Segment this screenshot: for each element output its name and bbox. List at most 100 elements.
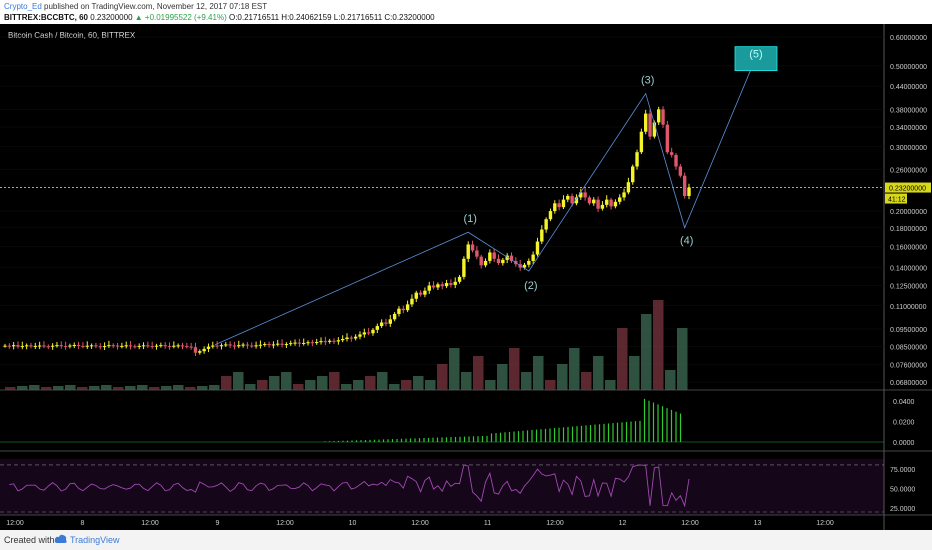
- candle-body: [392, 313, 397, 320]
- time-tick-label: 12:00: [411, 520, 429, 527]
- last-price-text: 0.23200000: [90, 13, 133, 22]
- price-tick-label: 0.16000000: [890, 244, 927, 251]
- volume-bar: [497, 364, 508, 390]
- volume-bar: [533, 356, 544, 390]
- candle-body: [280, 343, 284, 345]
- volume-bar: [5, 387, 16, 390]
- price-tick-label: 0.14000000: [890, 266, 927, 273]
- candle-body: [397, 308, 401, 314]
- candle-body: [488, 252, 492, 261]
- volume-bar: [461, 372, 472, 390]
- candle-body: [349, 337, 354, 339]
- last-price-tag: [885, 182, 931, 193]
- volume-bar: [17, 386, 28, 390]
- symbol-label: BITTREX:BCCBTC, 60: [4, 13, 89, 22]
- volume-bar: [209, 385, 220, 390]
- candle-body: [622, 192, 626, 198]
- volume-bar: [641, 314, 652, 390]
- candle-body: [211, 345, 215, 347]
- volume-bar: [317, 376, 328, 390]
- candle-body: [263, 344, 267, 346]
- time-axis: 12:00 8 12:00 9 12:00 10 12:00 11 12:00 12 12:00 13…: [6, 520, 834, 527]
- price-tick-label: 0.09500000: [890, 327, 927, 334]
- candle-body: [146, 345, 150, 347]
- candle-body: [284, 344, 289, 346]
- time-tick-label: 12:00: [816, 520, 834, 527]
- volume-bar: [557, 364, 568, 390]
- candle-body: [150, 346, 154, 348]
- candle-body: [141, 345, 146, 347]
- candle-body: [340, 339, 345, 341]
- candle-body: [431, 285, 436, 288]
- candle-body: [596, 199, 600, 209]
- footer: Created with TradingView: [0, 530, 932, 550]
- volume-bar: [257, 380, 268, 390]
- candle-body: [258, 344, 263, 346]
- volume-bar: [629, 356, 640, 390]
- candle-body: [159, 345, 163, 347]
- candle-body: [111, 345, 115, 347]
- candle-body: [120, 345, 124, 347]
- candle-body: [682, 175, 687, 196]
- candle-body: [483, 260, 488, 266]
- wave-label: (4): [680, 235, 693, 247]
- volume-bar: [425, 380, 436, 390]
- volume-bar: [185, 387, 196, 390]
- candle-body: [193, 347, 198, 353]
- author-link[interactable]: Crypto_Ed: [4, 2, 42, 11]
- candle-body: [410, 298, 414, 305]
- tradingview-link[interactable]: TradingView: [70, 535, 120, 545]
- candle-body: [267, 344, 271, 346]
- candle-body: [250, 345, 254, 347]
- volume-bar: [377, 372, 388, 390]
- tradingview-chart[interactable]: Bitcoin Cash / Bitcoin, 60, BITTREX (1)(…: [0, 24, 932, 530]
- volume-bar: [617, 328, 628, 390]
- volume-bar: [485, 380, 496, 390]
- candle-body: [687, 187, 691, 196]
- candle-body: [574, 197, 579, 204]
- candle-body: [237, 345, 241, 347]
- candle-body: [254, 345, 258, 347]
- candles: [3, 106, 691, 356]
- candle-body: [531, 254, 535, 261]
- candle-body: [63, 346, 68, 348]
- candle-body: [665, 124, 670, 153]
- candle-body: [11, 345, 16, 347]
- candle-body: [669, 152, 674, 155]
- volume-bar: [353, 380, 364, 390]
- candle-body: [98, 346, 102, 348]
- candle-body: [449, 283, 453, 285]
- price-tick-label: 0.08500000: [890, 345, 927, 352]
- wave-path: [214, 59, 756, 346]
- candle-body: [124, 345, 128, 347]
- candle-body: [94, 345, 98, 347]
- candle-body: [656, 109, 661, 123]
- price-tick-label: 0.06800000: [890, 380, 927, 387]
- candle-body: [297, 342, 302, 344]
- volume-bar: [137, 385, 148, 390]
- candle-body: [219, 345, 224, 347]
- candle-body: [440, 284, 444, 287]
- candle-body: [302, 342, 306, 344]
- candle-body: [561, 199, 566, 208]
- candle-body: [68, 345, 72, 347]
- macd-tick-label: 0.0400: [893, 399, 915, 406]
- candle-body: [102, 346, 107, 348]
- rsi-tick-label: 50.0000: [890, 486, 915, 493]
- rsi-tick-label: 25.0000: [890, 506, 915, 513]
- elliott-waves: (1) (2) (3) (4) (5): [214, 46, 778, 346]
- candle-body: [583, 192, 587, 198]
- candle-body: [371, 329, 375, 334]
- candle-body: [648, 113, 652, 137]
- candle-body: [492, 252, 496, 259]
- candle-body: [319, 341, 323, 343]
- countdown-label: 41:12: [888, 197, 906, 204]
- candle-body: [505, 255, 509, 260]
- volume-bar: [449, 348, 460, 390]
- candle-body: [522, 264, 527, 268]
- candle-body: [37, 345, 42, 347]
- volume-bar: [401, 380, 412, 390]
- time-tick-label: 11: [484, 520, 491, 527]
- volume-bar: [125, 386, 136, 390]
- volume-bar: [521, 372, 532, 390]
